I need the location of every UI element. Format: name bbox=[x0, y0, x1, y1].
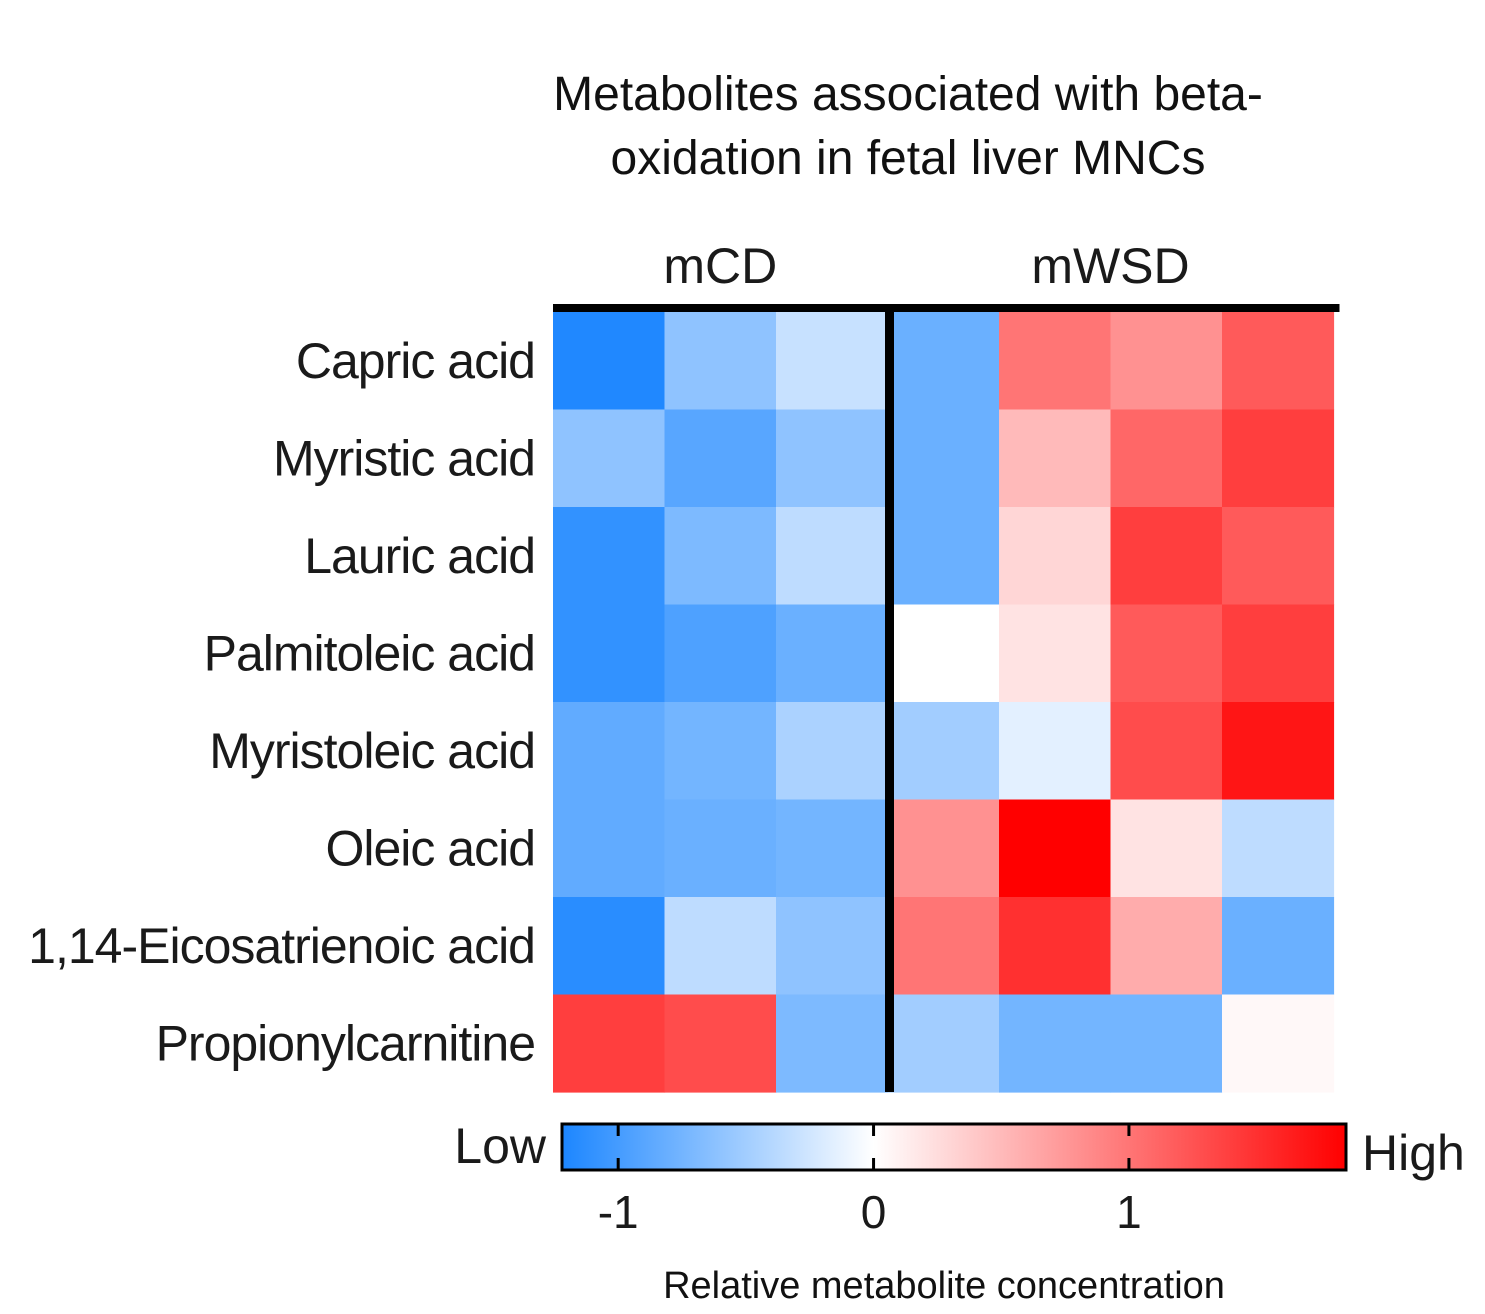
heatmap-cell bbox=[553, 312, 666, 411]
heatmap-cell bbox=[1222, 799, 1335, 898]
heatmap-cell bbox=[999, 897, 1112, 996]
chart-title-line-1: Metabolites associated with beta- bbox=[553, 68, 1263, 121]
heatmap-cell bbox=[887, 604, 1000, 703]
heatmap-cell bbox=[1222, 897, 1335, 996]
heatmap-cell bbox=[1222, 994, 1335, 1093]
heatmap-cell bbox=[1110, 312, 1223, 411]
heatmap-cell bbox=[1110, 604, 1223, 703]
colorbar-high-label: High bbox=[1362, 1125, 1465, 1181]
heatmap-cell bbox=[887, 409, 1000, 508]
colorbar-low-label: Low bbox=[454, 1118, 547, 1174]
heatmap-cell bbox=[887, 994, 1000, 1093]
heatmap-cell bbox=[664, 897, 777, 996]
heatmap-cell bbox=[776, 702, 889, 801]
heatmap-cell bbox=[1222, 604, 1335, 703]
row-label: Lauric acid bbox=[304, 528, 535, 584]
heatmap-cell bbox=[664, 702, 777, 801]
heatmap-cell bbox=[1110, 897, 1223, 996]
heatmap-cell bbox=[553, 897, 666, 996]
row-label: Propionylcarnitine bbox=[156, 1015, 535, 1071]
heatmap-cell bbox=[664, 312, 777, 411]
heatmap-cell bbox=[1110, 799, 1223, 898]
heatmap-cell bbox=[999, 312, 1112, 411]
heatmap-cell bbox=[1110, 409, 1223, 508]
heatmap-cell bbox=[776, 799, 889, 898]
heatmap-cell bbox=[999, 409, 1112, 508]
colorbar-axis-title: Relative metabolite concentration bbox=[663, 1265, 1225, 1307]
heatmap-cell bbox=[999, 604, 1112, 703]
heatmap-cell bbox=[776, 507, 889, 606]
heatmap-cell bbox=[664, 409, 777, 508]
heatmap-cell bbox=[553, 994, 666, 1093]
row-label: Myristic acid bbox=[273, 430, 535, 486]
group-label: mCD bbox=[663, 238, 777, 294]
row-label: Capric acid bbox=[296, 333, 535, 389]
colorbar-tick-label: 1 bbox=[1116, 1186, 1142, 1238]
row-label: 1,14-Eicosatrienoic acid bbox=[28, 918, 535, 974]
heatmap-cell bbox=[887, 799, 1000, 898]
group-label: mWSD bbox=[1031, 238, 1189, 294]
heatmap-cell bbox=[1222, 409, 1335, 508]
heatmap-cell bbox=[776, 994, 889, 1093]
row-label: Myristoleic acid bbox=[209, 723, 535, 779]
heatmap-cell bbox=[553, 604, 666, 703]
heatmap-cell bbox=[553, 702, 666, 801]
heatmap-cell bbox=[776, 409, 889, 508]
heatmap-cell bbox=[553, 507, 666, 606]
heatmap-cell bbox=[664, 604, 777, 703]
heatmap-cell bbox=[1222, 702, 1335, 801]
heatmap-cell bbox=[1110, 994, 1223, 1093]
chart-title-line-2: oxidation in fetal liver MNCs bbox=[611, 132, 1206, 185]
heatmap-cell bbox=[1222, 507, 1335, 606]
heatmap-cell bbox=[1110, 702, 1223, 801]
heatmap-cell bbox=[887, 702, 1000, 801]
heatmap-cell bbox=[999, 702, 1112, 801]
heatmap-cell bbox=[999, 994, 1112, 1093]
heatmap-cell bbox=[999, 507, 1112, 606]
heatmap-cell bbox=[1222, 312, 1335, 411]
heatmap-cell bbox=[664, 994, 777, 1093]
heatmap-cell bbox=[999, 799, 1112, 898]
heatmap-cell bbox=[887, 312, 1000, 411]
heatmap-cell bbox=[887, 897, 1000, 996]
heatmap-cell bbox=[664, 507, 777, 606]
heatmap-cell bbox=[664, 799, 777, 898]
heatmap-cell bbox=[1110, 507, 1223, 606]
colorbar bbox=[560, 1122, 1348, 1172]
colorbar-tick-label: -1 bbox=[598, 1186, 639, 1238]
heatmap-cell bbox=[553, 409, 666, 508]
row-label: Oleic acid bbox=[325, 820, 535, 876]
heatmap-cell bbox=[887, 507, 1000, 606]
heatmap-cell bbox=[553, 799, 666, 898]
heatmap-cell bbox=[776, 604, 889, 703]
heatmap-cell bbox=[776, 312, 889, 411]
colorbar-tick-label: 0 bbox=[861, 1186, 887, 1238]
heatmap-cell bbox=[776, 897, 889, 996]
row-label: Palmitoleic acid bbox=[204, 625, 535, 681]
